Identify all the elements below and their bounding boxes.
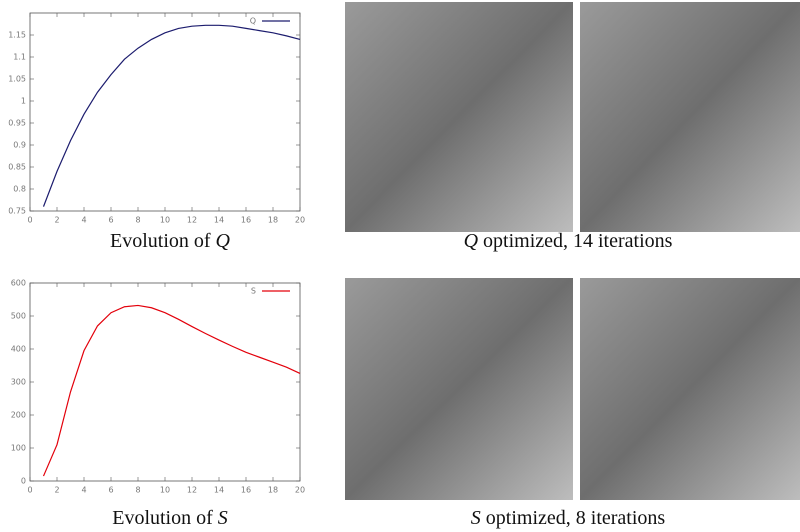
y-tick-label: 0.85 — [8, 163, 26, 172]
x-tick-label: 2 — [54, 216, 59, 225]
caption: Q optimized, 14 iterations — [464, 230, 673, 253]
caption-text: optimized, 8 iterations — [480, 507, 666, 529]
series-line — [42, 304, 301, 477]
y-tick-label: 300 — [11, 378, 26, 387]
x-tick-label: 6 — [108, 216, 113, 225]
series-line — [42, 24, 301, 207]
legend-label: Q — [250, 17, 256, 26]
x-tick-label: 2 — [54, 486, 59, 495]
caption-symbol: Q — [215, 230, 230, 252]
y-tick-label: 1 — [21, 97, 26, 106]
x-tick-label: 6 — [108, 486, 113, 495]
x-tick-label: 10 — [160, 486, 170, 495]
x-tick-label: 0 — [27, 486, 32, 495]
y-tick-label: 0.9 — [13, 141, 26, 150]
y-tick-label: 100 — [11, 444, 26, 453]
x-tick-label: 12 — [187, 216, 197, 225]
x-tick-label: 8 — [135, 216, 140, 225]
x-tick-label: 18 — [268, 216, 278, 225]
y-tick-label: 600 — [11, 279, 26, 288]
y-tick-label: 0 — [21, 477, 26, 486]
x-tick-label: 20 — [295, 216, 305, 225]
plot-frame — [29, 282, 301, 482]
caption: S optimized, 8 iterations — [471, 507, 665, 530]
photo-zoom — [580, 278, 800, 500]
photo-zoom — [580, 2, 800, 232]
caption-text: Evolution of — [110, 230, 216, 252]
y-tick-label: 400 — [11, 345, 26, 354]
photo — [345, 2, 573, 232]
caption-symbol: S — [217, 507, 228, 529]
plot-frame — [29, 12, 301, 212]
y-tick-label: 500 — [11, 312, 26, 321]
x-tick-label: 12 — [187, 486, 197, 495]
y-tick-label: 200 — [11, 411, 26, 420]
caption-text: Evolution of — [112, 507, 218, 529]
x-tick-label: 14 — [214, 486, 224, 495]
y-tick-label: 0.75 — [8, 207, 26, 216]
y-tick-label: 0.8 — [13, 185, 26, 194]
caption: Evolution of S — [112, 507, 228, 530]
x-tick-label: 20 — [295, 486, 305, 495]
x-tick-label: 16 — [241, 216, 251, 225]
caption: Evolution of Q — [110, 230, 230, 253]
y-tick-label: 1.05 — [8, 75, 26, 84]
x-tick-label: 4 — [81, 216, 86, 225]
y-tick-label: 0.95 — [8, 119, 26, 128]
y-tick-label: 1.15 — [8, 31, 26, 40]
x-tick-label: 14 — [214, 216, 224, 225]
x-tick-label: 18 — [268, 486, 278, 495]
x-tick-label: 8 — [135, 486, 140, 495]
photo — [345, 278, 573, 500]
x-tick-label: 4 — [81, 486, 86, 495]
legend-label: S — [251, 287, 256, 296]
x-tick-label: 10 — [160, 216, 170, 225]
x-tick-label: 16 — [241, 486, 251, 495]
y-tick-label: 1.1 — [13, 53, 26, 62]
caption-symbol: S — [470, 507, 481, 529]
caption-symbol: Q — [463, 230, 479, 252]
x-tick-label: 0 — [27, 216, 32, 225]
caption-text: optimized, 14 iterations — [478, 230, 673, 252]
